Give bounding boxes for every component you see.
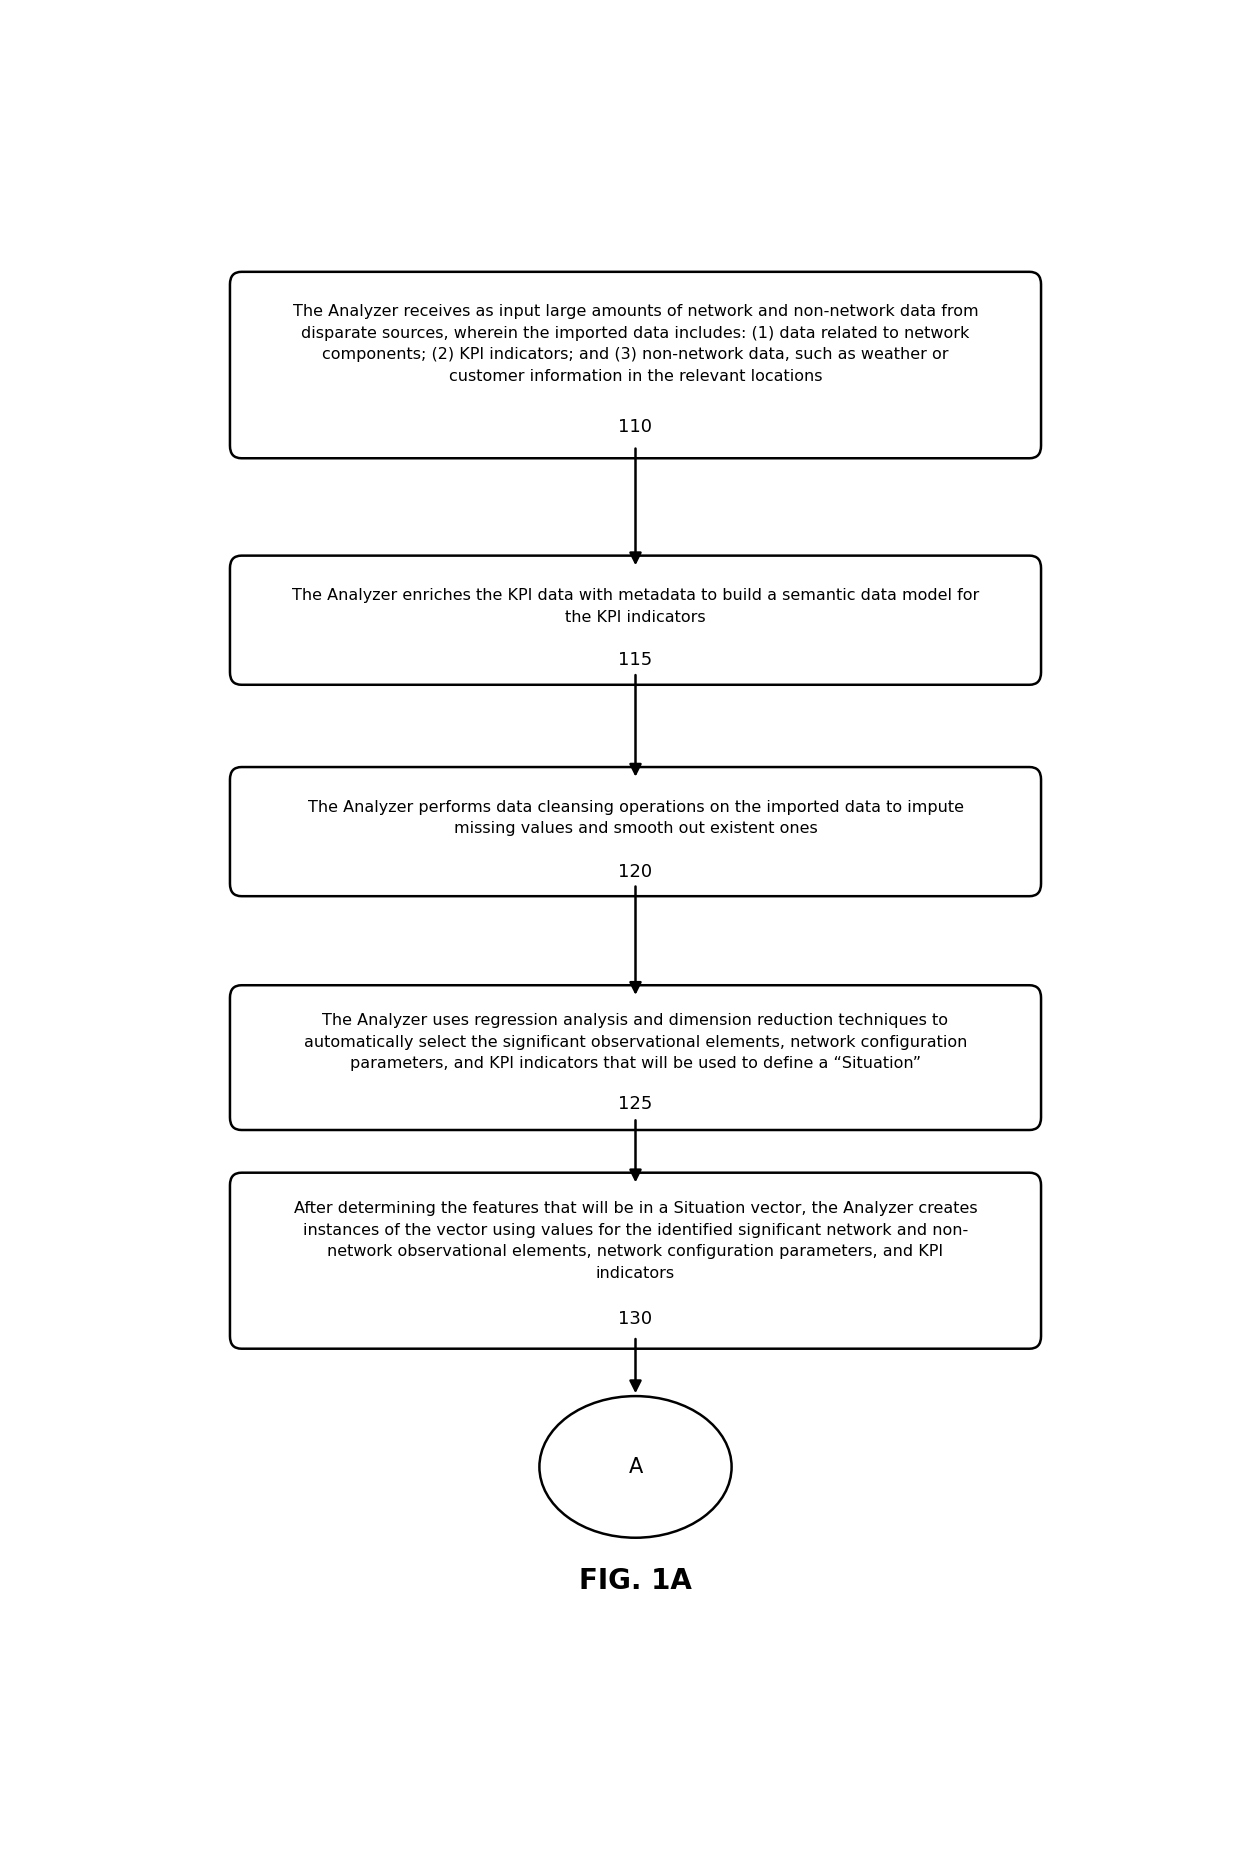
Text: The Analyzer performs data cleansing operations on the imported data to impute
m: The Analyzer performs data cleansing ope… bbox=[308, 800, 963, 836]
Text: The Analyzer receives as input large amounts of network and non-network data fro: The Analyzer receives as input large amo… bbox=[293, 304, 978, 384]
Text: 110: 110 bbox=[619, 419, 652, 435]
FancyBboxPatch shape bbox=[229, 272, 1042, 458]
Text: 125: 125 bbox=[619, 1095, 652, 1114]
Text: FIG. 1A: FIG. 1A bbox=[579, 1568, 692, 1595]
Text: A: A bbox=[629, 1456, 642, 1477]
Text: 130: 130 bbox=[619, 1310, 652, 1329]
Text: The Analyzer enriches the KPI data with metadata to build a semantic data model : The Analyzer enriches the KPI data with … bbox=[291, 589, 980, 624]
Ellipse shape bbox=[539, 1395, 732, 1538]
Text: The Analyzer uses regression analysis and dimension reduction techniques to
auto: The Analyzer uses regression analysis an… bbox=[304, 1014, 967, 1071]
FancyBboxPatch shape bbox=[229, 1173, 1042, 1349]
FancyBboxPatch shape bbox=[229, 767, 1042, 897]
Text: 120: 120 bbox=[619, 863, 652, 880]
FancyBboxPatch shape bbox=[229, 986, 1042, 1130]
FancyBboxPatch shape bbox=[229, 556, 1042, 686]
Text: After determining the features that will be in a Situation vector, the Analyzer : After determining the features that will… bbox=[294, 1201, 977, 1280]
Text: 115: 115 bbox=[619, 650, 652, 669]
